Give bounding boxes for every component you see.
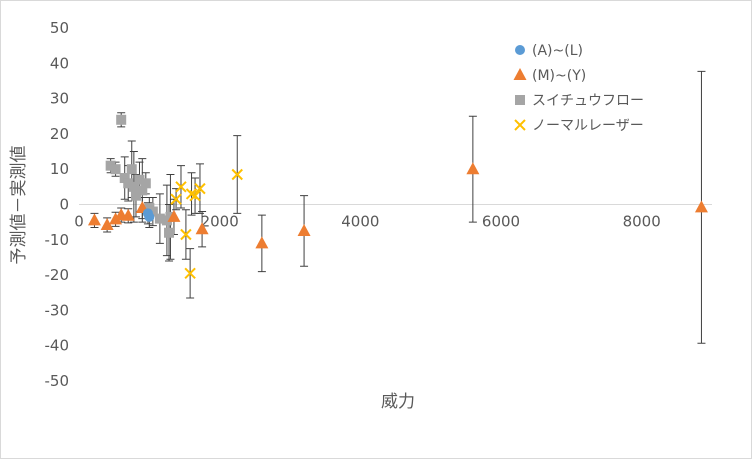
data-point: [100, 217, 114, 230]
legend-label: スイチュウフロー: [532, 93, 644, 109]
data-point: [184, 267, 196, 280]
y-axis-ticks: -50 -40 -30 -20 -10 0 10 20 30 40 50: [45, 19, 70, 390]
data-point: [167, 209, 181, 222]
x-tick-label: 0: [74, 213, 84, 231]
y-tick-label: -50: [45, 372, 70, 390]
data-point: [87, 213, 101, 226]
y-tick-label: -20: [45, 266, 70, 284]
data-point: [189, 189, 201, 202]
x-axis-title: 威力: [381, 392, 415, 412]
data-point: [170, 193, 182, 205]
x-tick-label: 8000: [623, 213, 661, 231]
data-point: [128, 181, 139, 192]
data-point: [180, 228, 192, 241]
y-tick-label: -10: [45, 231, 70, 249]
data-point: [109, 212, 123, 225]
legend-marker: [514, 119, 526, 131]
data-point: [231, 168, 243, 181]
data-point: [137, 185, 148, 196]
y-tick-label: -30: [45, 301, 70, 319]
y-tick-label: 20: [50, 125, 69, 143]
data-point: [154, 213, 165, 224]
x-tick-label: 2000: [201, 213, 239, 231]
y-tick-label: 40: [50, 54, 69, 72]
legend-label: ノーマルレーザー: [532, 118, 644, 134]
data-point: [121, 208, 135, 221]
data-point: [126, 164, 137, 175]
y-axis-title: 予測値－実測値: [9, 146, 29, 265]
data-points: [87, 114, 708, 280]
data-point: [140, 178, 151, 189]
y-tick-label: -40: [45, 337, 70, 355]
data-point: [130, 190, 141, 201]
data-point: [144, 211, 155, 222]
data-point: [175, 181, 187, 193]
legend-marker: [515, 95, 525, 105]
data-point: [123, 178, 134, 189]
data-point: [164, 227, 175, 238]
y-tick-label: 0: [59, 196, 69, 214]
data-point: [110, 164, 121, 175]
data-point: [466, 162, 480, 175]
data-point: [255, 236, 269, 249]
data-point: [116, 114, 127, 125]
data-point: [147, 206, 158, 217]
data-point: [134, 174, 145, 185]
data-point: [694, 200, 708, 213]
data-point: [194, 182, 206, 195]
legend-marker: [513, 68, 527, 80]
data-point: [297, 223, 311, 236]
y-tick-label: 10: [50, 160, 69, 178]
x-tick-label: 6000: [482, 213, 520, 231]
y-tick-label: 50: [50, 19, 69, 37]
error-bars: [90, 70, 706, 344]
legend-label: (A)~(L): [532, 43, 583, 59]
data-point: [119, 173, 130, 184]
legend-marker: [515, 45, 525, 55]
x-axis-ticks: 0 2000 4000 6000 8000: [74, 213, 661, 231]
data-point: [195, 222, 209, 235]
legend-label: (M)~(Y): [532, 68, 586, 84]
x-tick-label: 4000: [341, 213, 379, 231]
y-tick-label: 30: [50, 90, 69, 108]
